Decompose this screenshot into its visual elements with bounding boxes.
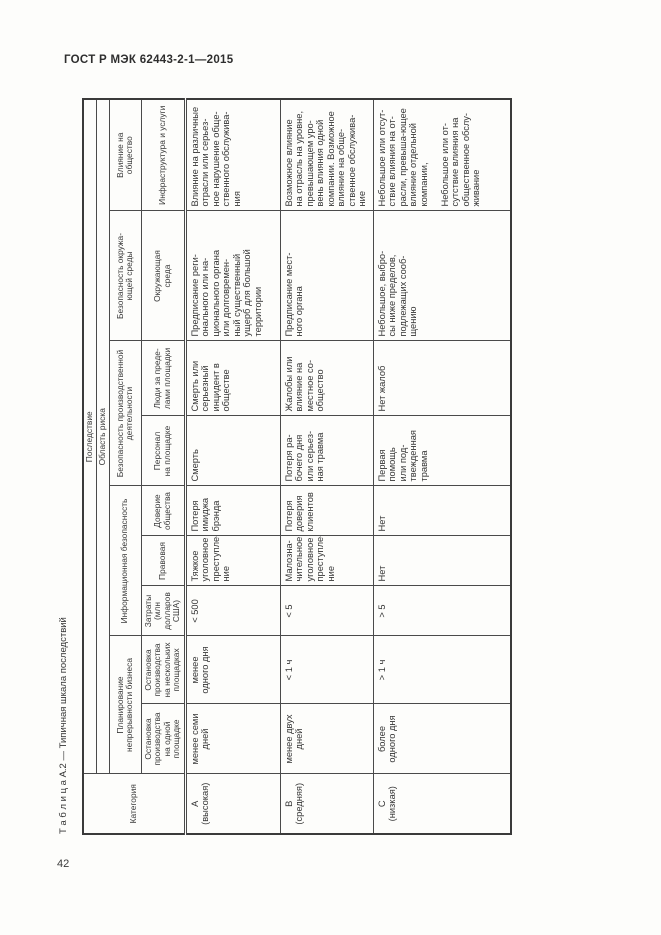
cell-r2-c3: Нет: [373, 536, 511, 586]
header-column-4: Доверие общества: [141, 486, 185, 536]
cell-r2-c0: более одного дня: [373, 704, 511, 774]
consequence-scale-table: Категория Последствие Область риска Планиро…: [82, 97, 512, 835]
header-consequence: Последствие: [83, 98, 96, 774]
table-caption: Т а б л и ц а А.2 — Типичная шкала после…: [58, 617, 69, 834]
cell-category-row2: С (низкая): [373, 774, 511, 834]
cell-r2-c2: > 5: [373, 586, 511, 636]
cell-r0-c1: менее одного дня: [185, 636, 280, 704]
cell-r2-c1: > 1 ч: [373, 636, 511, 704]
gost-header-title: ГОСТ Р МЭК 62443-2-1—2015: [64, 54, 234, 66]
cell-r1-c3: Малозна- чительное уголовное преступле- …: [280, 536, 373, 586]
header-column-8: Инфраструктура и услуги: [141, 98, 185, 211]
header-group-1: Информационная безопасность: [109, 486, 141, 636]
cell-r1-c8: Возможное влияние на отрасль на уровне, …: [280, 98, 373, 211]
cell-r0-c3: Тяжкое уголовное преступле- ние: [185, 536, 280, 586]
cell-r2-c5: Первая помощь или под- твежденная травма: [373, 416, 511, 486]
cell-r1-c6: Жалобы или влияние на местное со- общест…: [280, 341, 373, 416]
cell-r2-c7: Небольшое, выбро- сы ниже пределов, подл…: [373, 211, 511, 341]
header-column-1: Остановка производства на нескольких пло…: [141, 636, 185, 704]
cell-r2-c6: Нет жалоб: [373, 341, 511, 416]
page-number: 42: [57, 858, 70, 870]
cell-r0-c7: Предписание реги- онального или на- цион…: [185, 211, 280, 341]
cell-r0-c4: Потеря имиджа брэнда: [185, 486, 280, 536]
cell-r1-c1: < 1 ч: [280, 636, 373, 704]
cell-r0-c6: Смерть или серьезный инцидент в обществе: [185, 341, 280, 416]
rotated-table-area: Т а б л и ц а А.2 — Типичная шкала после…: [58, 97, 512, 835]
cell-r1-c7: Предписание мест- ного органа: [280, 211, 373, 341]
header-risk-area: Область риска: [96, 98, 109, 774]
header-category: Категория: [83, 774, 185, 834]
header-group-3: Безопасность окружа- ющей среды: [109, 211, 141, 341]
header-column-7: Окружающая среда: [141, 211, 185, 341]
header-column-0: Остановка производства на одной площадке: [141, 704, 185, 774]
cell-category-row1: В (средняя): [280, 774, 373, 834]
cell-r1-c4: Потеря доверия клиентов: [280, 486, 373, 536]
cell-r0-c5: Смерть: [185, 416, 280, 486]
header-group-2: Безопасность производственной деятельнос…: [109, 341, 141, 486]
cell-r0-c8: Влияние на различные отрасли или серьез-…: [185, 98, 280, 211]
cell-r1-c2: < 5: [280, 586, 373, 636]
header-column-6: Люди за преде- лами площадки: [141, 341, 185, 416]
cell-r2-c8: Небольшое или отсут- ствие влияния на от…: [373, 98, 511, 211]
header-column-3: Правовая: [141, 536, 185, 586]
header-group-0: Планирование непрерывности бизнеса: [109, 636, 141, 774]
cell-r1-c0: менее двух дней: [280, 704, 373, 774]
cell-r0-c2: < 500: [185, 586, 280, 636]
cell-r0-c0: менее семи дней: [185, 704, 280, 774]
cell-category-row0: А (высокая): [185, 774, 280, 834]
header-column-2: Затраты (млн долларов США): [141, 586, 185, 636]
cell-r2-c4: Нет: [373, 486, 511, 536]
header-column-5: Персонал на площадке: [141, 416, 185, 486]
cell-r1-c5: Потеря ра- бочего дня или серьез- ная тр…: [280, 416, 373, 486]
header-group-4: Влияние на общество: [109, 98, 141, 211]
